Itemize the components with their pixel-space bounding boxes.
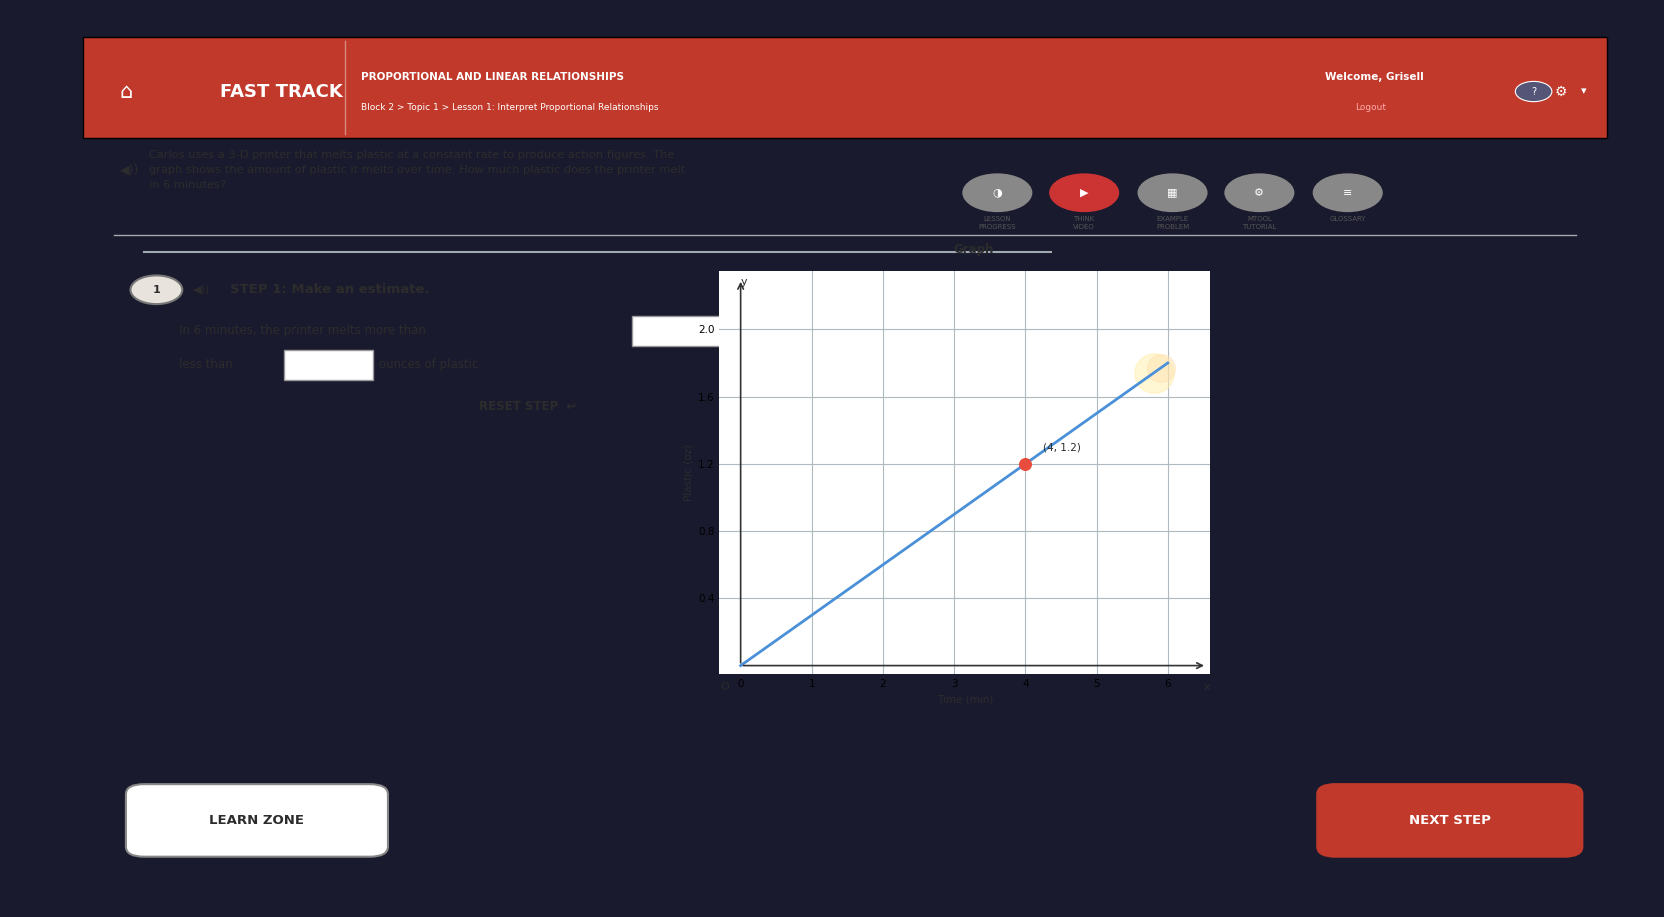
Text: In 6 minutes, the printer melts more than: In 6 minutes, the printer melts more tha… bbox=[180, 324, 426, 337]
FancyBboxPatch shape bbox=[1316, 784, 1581, 856]
Text: ⌂: ⌂ bbox=[120, 82, 133, 102]
Y-axis label: Plastic (oz): Plastic (oz) bbox=[684, 444, 694, 501]
FancyBboxPatch shape bbox=[83, 37, 1606, 138]
Circle shape bbox=[1311, 173, 1381, 212]
Text: THINK
VIDEO: THINK VIDEO bbox=[1073, 216, 1095, 230]
Circle shape bbox=[1223, 173, 1293, 212]
Text: MTOOL
TUTORIAL: MTOOL TUTORIAL bbox=[1241, 216, 1276, 230]
Point bbox=[1140, 366, 1166, 381]
Text: ⚙: ⚙ bbox=[1554, 84, 1566, 98]
Text: Welcome, Grisell: Welcome, Grisell bbox=[1325, 72, 1423, 83]
Text: Block 2 > Topic 1 > Lesson 1: Interpret Proportional Relationships: Block 2 > Topic 1 > Lesson 1: Interpret … bbox=[361, 103, 657, 112]
Text: x: x bbox=[1203, 682, 1210, 692]
Text: ◀)): ◀)) bbox=[193, 285, 210, 294]
Text: O: O bbox=[721, 682, 729, 692]
Text: ounces of plastic.: ounces of plastic. bbox=[379, 358, 481, 370]
FancyBboxPatch shape bbox=[285, 349, 373, 380]
Circle shape bbox=[962, 173, 1032, 212]
Circle shape bbox=[130, 275, 181, 304]
Text: ?: ? bbox=[1531, 86, 1536, 96]
Text: Carlos uses a 3-D printer that melts plastic at a constant rate to produce actio: Carlos uses a 3-D printer that melts pla… bbox=[148, 149, 684, 190]
Text: GLOSSARY: GLOSSARY bbox=[1328, 216, 1364, 223]
Text: STEP 1: Make an estimate.: STEP 1: Make an estimate. bbox=[230, 283, 429, 296]
Text: Logout: Logout bbox=[1354, 103, 1386, 112]
Circle shape bbox=[1137, 173, 1206, 212]
Text: ≡: ≡ bbox=[1343, 188, 1351, 198]
Text: ◑: ◑ bbox=[992, 188, 1002, 198]
Text: y: y bbox=[740, 277, 747, 287]
Text: LESSON
PROGRESS: LESSON PROGRESS bbox=[978, 216, 1015, 230]
Text: (4, 1.2): (4, 1.2) bbox=[1043, 442, 1080, 452]
Text: ◀)): ◀)) bbox=[120, 163, 140, 176]
Text: LEARN ZONE: LEARN ZONE bbox=[210, 814, 305, 827]
Text: NEXT STEP: NEXT STEP bbox=[1408, 814, 1489, 827]
Text: ▾: ▾ bbox=[1581, 86, 1586, 96]
Text: Graph: Graph bbox=[952, 243, 993, 256]
X-axis label: Time (min): Time (min) bbox=[937, 694, 992, 704]
Text: less than: less than bbox=[180, 358, 233, 370]
FancyBboxPatch shape bbox=[126, 784, 388, 856]
Text: ⚙: ⚙ bbox=[1253, 188, 1263, 198]
Point bbox=[1146, 360, 1173, 375]
Point bbox=[1012, 457, 1038, 471]
Circle shape bbox=[1514, 82, 1551, 102]
Text: EXAMPLE
PROBLEM: EXAMPLE PROBLEM bbox=[1155, 216, 1188, 230]
Text: ▶: ▶ bbox=[1080, 188, 1088, 198]
Text: ounces of plastic and: ounces of plastic and bbox=[726, 324, 850, 337]
Circle shape bbox=[1048, 173, 1118, 212]
Text: FAST TRACK: FAST TRACK bbox=[220, 83, 343, 101]
Text: PROPORTIONAL AND LINEAR RELATIONSHIPS: PROPORTIONAL AND LINEAR RELATIONSHIPS bbox=[361, 72, 622, 83]
FancyBboxPatch shape bbox=[631, 316, 719, 347]
Text: RESET STEP  ↩: RESET STEP ↩ bbox=[479, 400, 576, 413]
Text: ▦: ▦ bbox=[1166, 188, 1176, 198]
Text: 1: 1 bbox=[153, 285, 160, 294]
